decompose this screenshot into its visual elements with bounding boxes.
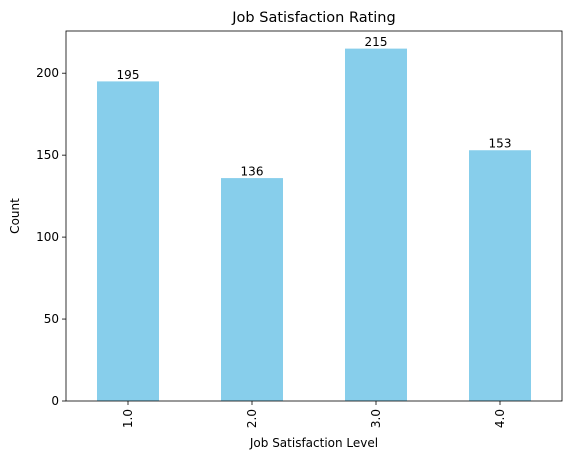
y-tick-label-150: 150 (36, 148, 59, 162)
data-labels-group: 195 136 215 153 (117, 35, 512, 178)
x-tick-label-3.0: 3.0 (369, 409, 383, 428)
x-tick-label-4.0: 4.0 (493, 409, 507, 428)
x-tick-label-1.0: 1.0 (121, 409, 135, 428)
bar-2.0 (221, 178, 283, 401)
y-tick-label-200: 200 (36, 66, 59, 80)
y-axis-label: Count (8, 198, 22, 234)
bar-3.0 (345, 48, 407, 401)
chart-title: Job Satisfaction Rating (231, 10, 395, 26)
data-label-2.0: 136 (241, 165, 264, 179)
x-tick-label-2.0: 2.0 (245, 409, 259, 428)
ticks-group: 1.0 2.0 3.0 4.0 0 50 100 150 200 (36, 66, 507, 428)
bar-4.0 (469, 150, 531, 401)
data-label-4.0: 153 (489, 137, 512, 151)
plot-frame (65, 30, 563, 402)
y-tick-label-50: 50 (44, 312, 59, 326)
x-axis-label: Job Satisfaction Level (249, 436, 378, 450)
bars-group (97, 48, 531, 401)
data-label-1.0: 195 (117, 68, 140, 82)
y-tick-label-100: 100 (36, 230, 59, 244)
y-tick-label-0: 0 (51, 394, 59, 408)
bar-1.0 (97, 81, 159, 401)
data-label-3.0: 215 (365, 35, 388, 49)
